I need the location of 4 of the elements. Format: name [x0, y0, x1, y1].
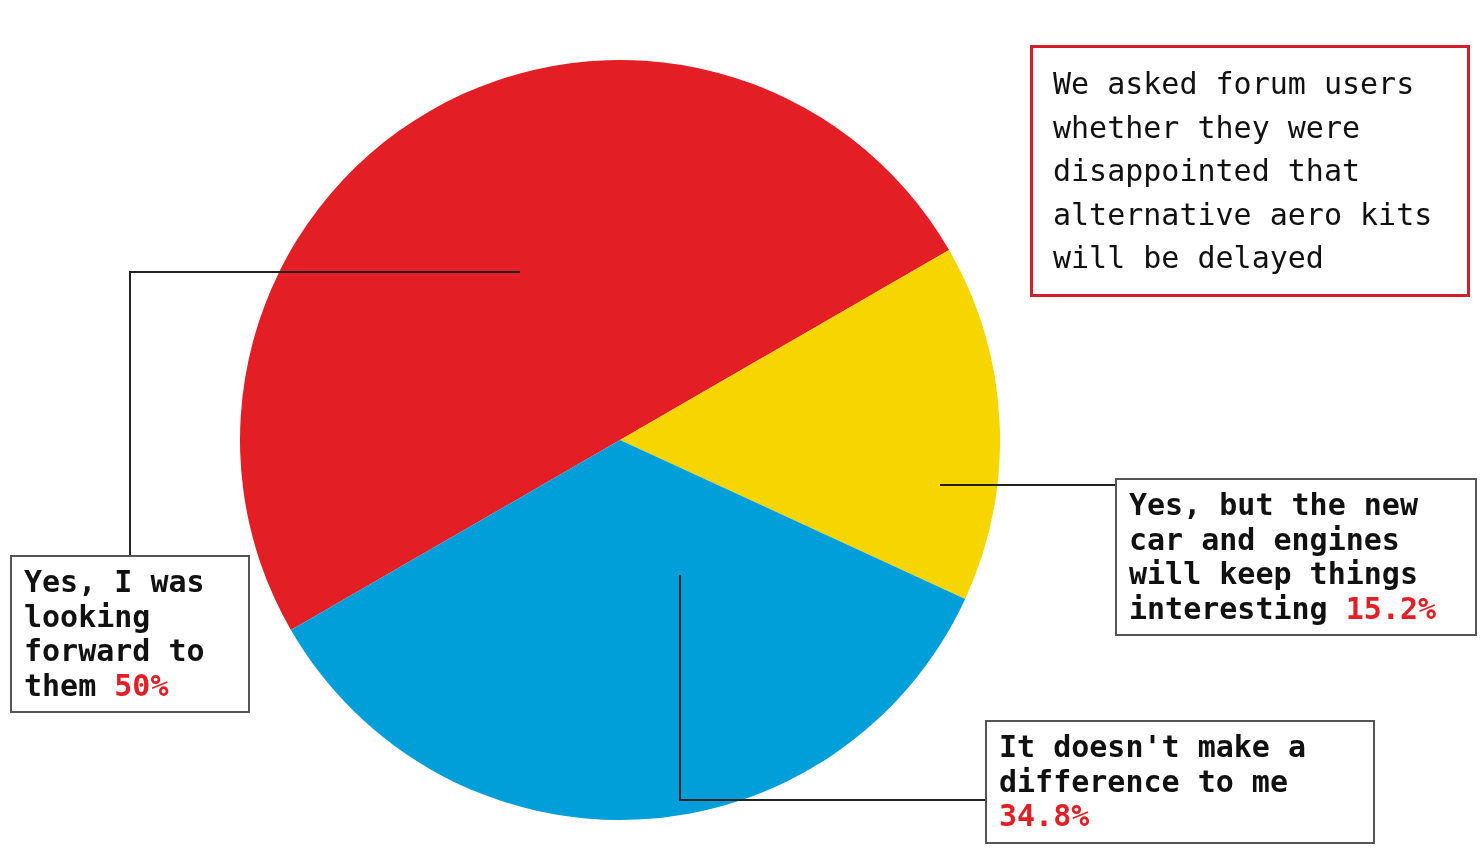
text: We asked forum users whether they were disappointed that alternative aero kits will be delayed: [1030, 45, 1470, 297]
data-label: 15.2%: [1345, 590, 1437, 626]
data-label: 34.8%: [999, 798, 1090, 833]
data-label: 50%: [114, 667, 169, 703]
